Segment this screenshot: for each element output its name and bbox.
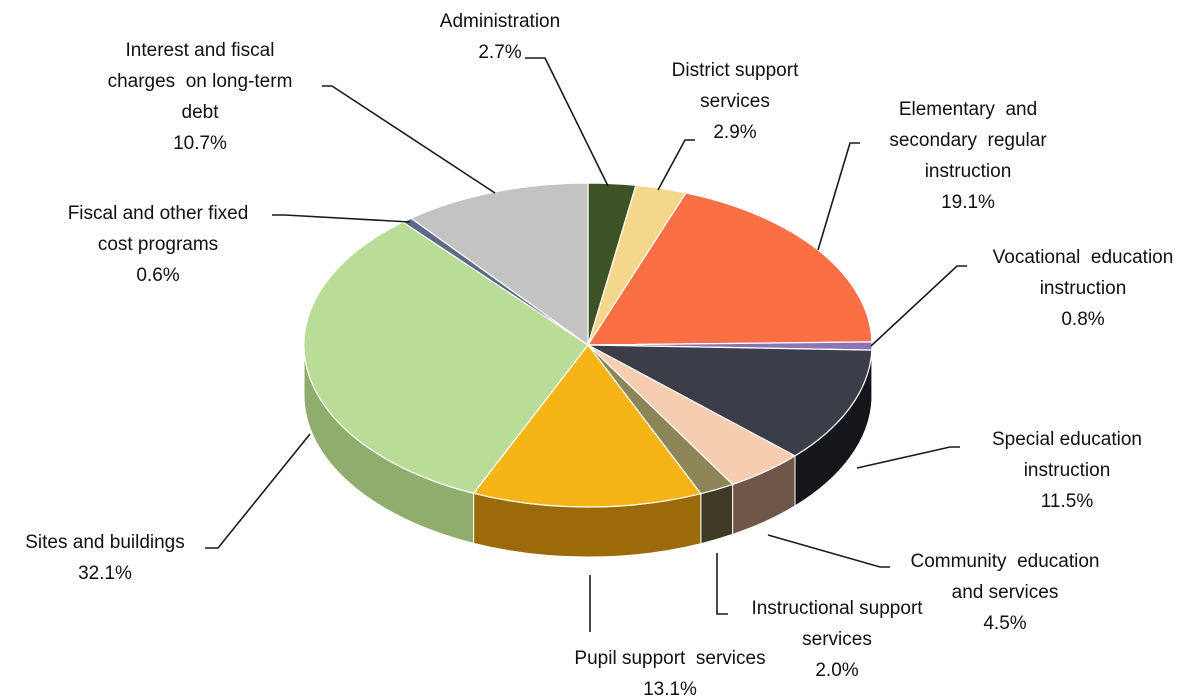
label-district-support-services: District support services 2.9% [672, 60, 799, 143]
slice-labels: Administration 2.7% District support servic… [25, 11, 1173, 700]
label-line: Vocational education [993, 247, 1174, 268]
label-line: charges on long-term [108, 71, 293, 92]
label-line: Interest and fiscal [126, 40, 275, 61]
label-percent: 13.1% [643, 679, 697, 700]
pie-slice-elementary-and-secondary-regular-instruction [586, 192, 873, 346]
leader-vocational-education-instruction [870, 265, 967, 347]
label-community-education-and-services: Community education and services 4.5% [910, 551, 1099, 634]
leader-community-education-and-services [767, 534, 890, 568]
label-percent: 0.6% [136, 265, 179, 286]
label-interest-and-fiscal-charges-on-long-term-debt: Interest and fiscal charges on long-term d… [108, 40, 293, 154]
pie-sides [303, 344, 873, 558]
label-line: Elementary and [899, 99, 1037, 120]
label-line: instruction [925, 161, 1012, 182]
pie-side-instructional-support-services [700, 483, 734, 545]
leader-fiscal-and-other-fixed-cost-programs [272, 214, 411, 223]
label-line: and services [952, 582, 1059, 603]
label-instructional-support-services: Instructional support services 2.0% [751, 598, 923, 681]
label-percent: 11.5% [1041, 491, 1094, 512]
leader-district-support-services [657, 139, 695, 191]
leader-sites-and-buildings [205, 433, 311, 549]
label-percent: 4.5% [983, 613, 1026, 634]
label-line: services [802, 629, 872, 650]
pie-slice-pupil-support-services [472, 344, 702, 508]
label-line: Sites and buildings [25, 532, 185, 553]
label-special-education-instruction: Special education instruction 11.5% [992, 429, 1142, 512]
leader-administration [525, 57, 609, 187]
leader-special-education-instruction [856, 446, 960, 469]
label-sites-and-buildings: Sites and buildings 32.1% [25, 532, 185, 584]
leader-interest-and-fiscal-charges-on-long-term-debt [322, 85, 496, 194]
label-elementary-and-secondary-regular-instruction: Elementary and secondary regular instructi… [889, 99, 1047, 213]
pie-slice-sites-and-buildings [303, 221, 589, 494]
label-percent: 0.8% [1061, 309, 1104, 330]
label-line: secondary regular [889, 130, 1047, 151]
label-percent: 19.1% [941, 192, 995, 213]
pie-slice-special-education-instruction [587, 344, 873, 457]
label-line: Instructional support [751, 598, 923, 619]
label-percent: 2.7% [478, 42, 521, 63]
leader-elementary-and-secondary-regular-instruction [817, 142, 860, 251]
pie-slices [303, 182, 873, 508]
label-vocational-education-instruction: Vocational education instruction 0.8% [993, 247, 1174, 330]
label-line: Fiscal and other fixed [68, 203, 249, 224]
label-line: instruction [1040, 278, 1127, 299]
leader-lines [205, 57, 967, 632]
label-line: Community education [910, 551, 1099, 572]
label-percent: 2.9% [713, 122, 756, 143]
label-line: services [700, 91, 770, 112]
label-line: cost programs [98, 234, 218, 255]
label-line: Administration [440, 11, 560, 32]
label-line: Pupil support services [574, 648, 765, 669]
label-administration: Administration 2.7% [440, 11, 560, 63]
label-percent: 10.7% [173, 133, 227, 154]
label-line: instruction [1024, 460, 1111, 481]
label-pupil-support-services: Pupil support services 13.1% [574, 648, 765, 700]
label-fiscal-and-other-fixed-cost-programs: Fiscal and other fixed cost programs 0.6% [68, 203, 249, 286]
leader-instructional-support-services [716, 553, 728, 615]
label-line: debt [182, 102, 220, 123]
label-line: District support [672, 60, 799, 81]
label-percent: 32.1% [78, 563, 132, 584]
label-percent: 2.0% [815, 660, 858, 681]
label-line: Special education [992, 429, 1142, 450]
